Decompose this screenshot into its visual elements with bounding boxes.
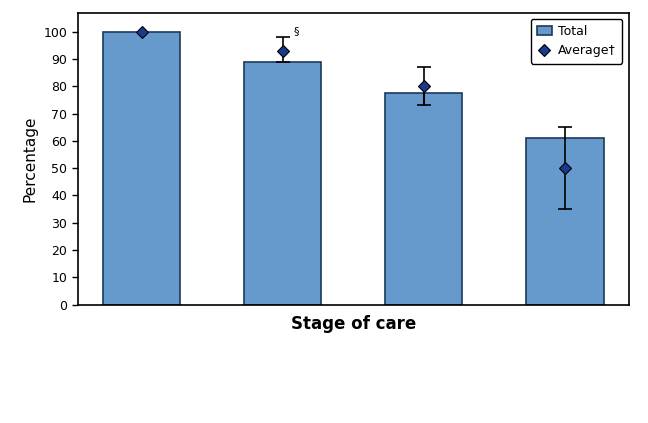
Bar xyxy=(385,93,463,305)
Bar xyxy=(526,138,603,305)
Text: §: § xyxy=(294,26,299,36)
Y-axis label: Percentage: Percentage xyxy=(23,115,38,202)
Legend: Total, Average†: Total, Average† xyxy=(531,19,622,64)
Bar xyxy=(244,62,321,305)
Bar xyxy=(103,32,180,305)
X-axis label: Stage of care: Stage of care xyxy=(290,315,416,333)
